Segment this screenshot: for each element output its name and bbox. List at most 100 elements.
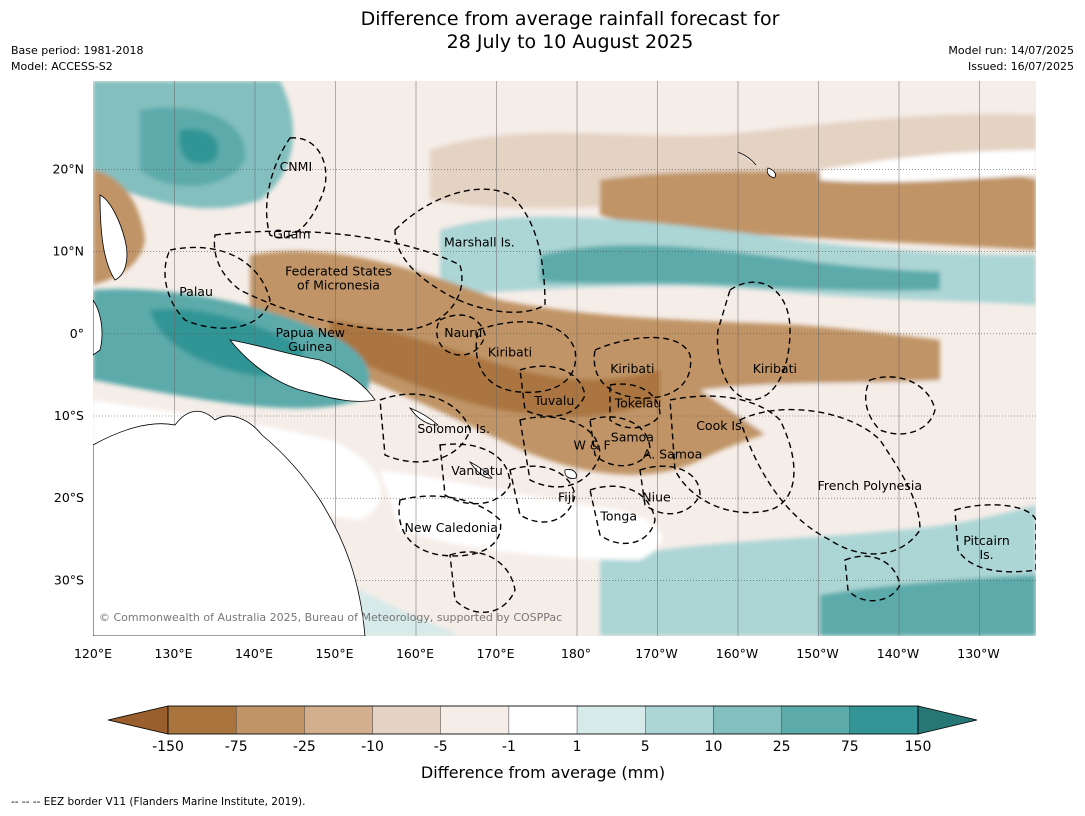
colorbar-tick-label: 5 bbox=[641, 739, 650, 755]
colorbar-tick-label: 75 bbox=[841, 739, 859, 755]
graticule bbox=[93, 169, 1036, 581]
issued-date: Issued: 16/07/2025 bbox=[967, 60, 1074, 73]
region-label: of Micronesia bbox=[297, 277, 380, 292]
region-label: Tonga bbox=[599, 508, 637, 523]
lon-tick-label: 150°E bbox=[315, 646, 353, 661]
region-label: Guinea bbox=[288, 339, 332, 354]
model-run: Model run: 14/07/2025 bbox=[948, 44, 1074, 57]
region-label: Cook Is. bbox=[696, 418, 745, 433]
colorbar-swatch bbox=[372, 705, 441, 735]
lon-tick-label: 170°W bbox=[635, 646, 677, 661]
base-period: Base period: 1981-2018 bbox=[11, 44, 144, 57]
lat-tick-label: 10°N bbox=[52, 244, 84, 259]
fiji bbox=[564, 469, 577, 479]
region-label: Nauru bbox=[444, 325, 482, 340]
colorbar-tick-label: 10 bbox=[705, 739, 723, 755]
lon-tick-label: 160°W bbox=[716, 646, 758, 661]
colorbar-tick-label: 150 bbox=[905, 739, 932, 755]
region-label: A. Samoa bbox=[643, 447, 702, 462]
region-label: Guam bbox=[273, 226, 310, 241]
lon-tick-label: 150°W bbox=[796, 646, 838, 661]
colorbar-tick-label: 25 bbox=[773, 739, 791, 755]
colorbar-swatch bbox=[440, 705, 510, 735]
australia bbox=[93, 410, 366, 636]
region-label: New Caledonia bbox=[405, 520, 498, 535]
colorbar-extend-high bbox=[917, 705, 978, 735]
region-label: Tuvalu bbox=[533, 393, 574, 408]
model-name: Model: ACCESS-S2 bbox=[11, 60, 113, 73]
region-label: Pitcairn bbox=[963, 533, 1009, 548]
lon-tick-label: 140°E bbox=[235, 646, 273, 661]
colorbar-tick-label: -5 bbox=[434, 739, 448, 755]
hawaii bbox=[737, 151, 776, 179]
colorbar-swatch bbox=[849, 705, 919, 735]
new-caledonia bbox=[468, 460, 493, 479]
region-label: Kiribati bbox=[488, 345, 532, 360]
colorbar-tick-label: 1 bbox=[573, 739, 582, 755]
region-label: Federated States bbox=[285, 263, 392, 278]
new-guinea bbox=[229, 339, 376, 402]
map-area bbox=[93, 81, 1036, 636]
lat-tick-label: 30°S bbox=[54, 572, 84, 587]
meta-right: Model run: 14/07/2025 Issued: 16/07/2025 bbox=[948, 43, 1074, 75]
colorbar-swatch bbox=[235, 705, 305, 735]
lon-tick-label: 140°W bbox=[877, 646, 919, 661]
map-title: Difference from average rainfall forecas… bbox=[0, 8, 1085, 54]
lon-tick-label: 180° bbox=[561, 646, 591, 661]
colorbar-tick-label: -25 bbox=[293, 739, 316, 755]
region-label: Samoa bbox=[611, 429, 654, 444]
region-label: Tokelau bbox=[614, 396, 662, 411]
lon-tick-label: 170°E bbox=[476, 646, 514, 661]
lat-tick-label: 20°S bbox=[54, 490, 84, 505]
solomon-islands bbox=[408, 407, 439, 426]
lon-tick-label: 120°E bbox=[74, 646, 112, 661]
borneo-edge bbox=[93, 299, 103, 356]
colorbar: -150 -75 -25 -10 -5 -1 1 5 10 25 75 150 Difference f… bbox=[107, 705, 978, 782]
lat-tick-labels: 20°N 10°N 0° 10°S 20°S 30°S bbox=[52, 161, 84, 587]
colorbar-tick-label: -75 bbox=[225, 739, 248, 755]
region-label: Papua New bbox=[276, 325, 345, 340]
coastlines bbox=[93, 151, 776, 636]
copyright-notice: © Commonwealth of Australia 2025, Bureau… bbox=[99, 611, 562, 624]
colorbar-swatch bbox=[167, 705, 237, 735]
colorbar-swatch bbox=[576, 705, 646, 735]
region-label: Is. bbox=[979, 547, 993, 562]
eez-legend-note: -- -- -- EEZ border V11 (Flanders Marine… bbox=[11, 796, 306, 808]
colorbar-tick-label: -150 bbox=[152, 739, 184, 755]
region-label: Vanuatu bbox=[451, 463, 503, 478]
colorbar-swatch bbox=[508, 705, 578, 735]
title-line-1: Difference from average rainfall forecas… bbox=[360, 8, 780, 30]
region-label: Palau bbox=[179, 284, 213, 299]
region-label: French Polynesia bbox=[818, 478, 922, 493]
colorbar-swatch bbox=[645, 705, 714, 735]
lat-tick-label: 0° bbox=[70, 326, 84, 341]
title-line-2: 28 July to 10 August 2025 bbox=[446, 31, 694, 53]
region-label: CNMI bbox=[280, 159, 313, 174]
lon-tick-label: 130°E bbox=[154, 646, 192, 661]
region-label: Kiribati bbox=[753, 361, 797, 376]
eez-borders bbox=[164, 137, 1036, 614]
lon-tick-label: 160°E bbox=[396, 646, 434, 661]
lat-tick-label: 20°N bbox=[52, 161, 84, 176]
colorbar-title: Difference from average (mm) bbox=[421, 763, 665, 782]
region-label: Solomon Is. bbox=[417, 421, 490, 436]
region-label: Fiji bbox=[558, 489, 575, 504]
colorbar-swatch bbox=[781, 705, 851, 735]
region-label: Kiribati bbox=[610, 361, 654, 376]
region-label: W & F bbox=[573, 438, 610, 453]
lon-tick-label: 130°W bbox=[957, 646, 999, 661]
meta-left: Base period: 1981-2018 Model: ACCESS-S2 bbox=[11, 43, 143, 75]
lon-tick-labels: 120°E 130°E 140°E 150°E 160°E 170°E 180° 170°W 1… bbox=[74, 646, 1000, 661]
lat-tick-label: 10°S bbox=[54, 408, 84, 423]
colorbar-border bbox=[167, 705, 919, 735]
colorbar-tick-label: -10 bbox=[361, 739, 384, 755]
region-label: Marshall Is. bbox=[444, 235, 515, 250]
region-label: Niue bbox=[642, 489, 671, 504]
philippines bbox=[99, 194, 128, 281]
colorbar-swatch bbox=[713, 705, 782, 735]
colorbar-extend-low bbox=[107, 705, 169, 735]
colorbar-swatch bbox=[304, 705, 373, 735]
colorbar-tick-label: -1 bbox=[502, 739, 516, 755]
